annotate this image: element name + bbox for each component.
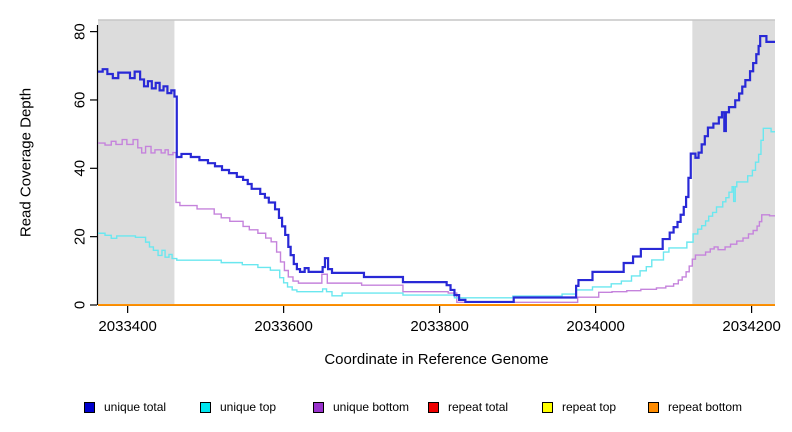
series-unique-bottom	[98, 138, 775, 303]
x-axis-title: Coordinate in Reference Genome	[324, 351, 549, 368]
y-tick-label: 60	[72, 92, 89, 109]
legend-label: repeat total	[448, 400, 509, 414]
legend-item-repeat-total: repeat total	[428, 398, 508, 416]
x-tick-label: 2034200	[722, 318, 780, 335]
shaded-region	[692, 20, 775, 305]
series-unique-top	[98, 127, 775, 299]
legend-item-unique-top: unique top	[200, 398, 276, 416]
x-tick-label: 2033600	[254, 318, 312, 335]
legend-item-unique-total: unique total	[84, 398, 166, 416]
legend-label: repeat bottom	[668, 400, 743, 414]
x-tick-label: 2033800	[410, 318, 468, 335]
x-tick-label: 2033400	[98, 318, 156, 335]
y-tick-label: 20	[72, 228, 89, 245]
shaded-region	[98, 20, 175, 305]
y-tick-label: 0	[72, 301, 89, 309]
legend-swatch-repeat-top	[542, 401, 553, 413]
legend-swatch-unique-top	[200, 401, 211, 413]
coverage-plot: 0 20 40 60 80 2033400 2033600 2033800 2034000 203…	[18, 19, 781, 335]
legend-label: repeat top	[562, 400, 617, 414]
legend-swatch-unique-bottom	[313, 401, 324, 413]
series-unique-total	[98, 34, 775, 304]
legend-swatch-repeat-total	[428, 401, 439, 413]
y-axis-title: Read Coverage Depth	[18, 88, 35, 237]
x-tick-label: 2034000	[566, 318, 624, 335]
legend-label: unique total	[104, 400, 167, 414]
y-tick-label: 40	[72, 160, 89, 177]
legend-swatch-repeat-bottom	[648, 401, 659, 413]
legend-item-unique-bottom: unique bottom	[313, 398, 409, 416]
legend: unique total unique top unique bottom repea…	[0, 398, 792, 418]
legend-label: unique top	[220, 400, 277, 414]
legend-item-repeat-top: repeat top	[542, 398, 616, 416]
legend-swatch-unique-total	[84, 401, 95, 413]
legend-item-repeat-bottom: repeat bottom	[648, 398, 742, 416]
legend-label: unique bottom	[333, 400, 410, 414]
y-tick-label: 80	[72, 23, 89, 40]
